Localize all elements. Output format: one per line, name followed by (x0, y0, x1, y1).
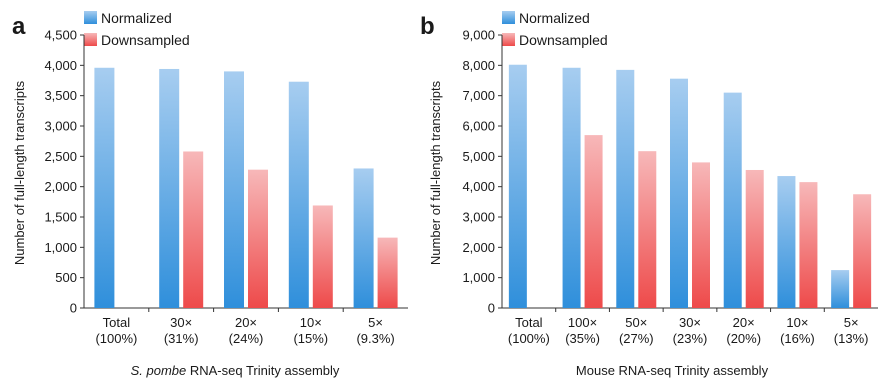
y-ticks-b: 0 1,000 2,000 3,000 4,000 5,000 6,000 7,000 8,00… (462, 28, 502, 316)
x-category-label: Total (515, 315, 543, 330)
y-ticks-a: 0 500 1,000 1,500 2,000 2,500 3,000 3,500 4,000 4… (44, 28, 84, 316)
legend-swatch-downsampled-b (502, 33, 515, 46)
x-categories-a: Total(100%) 30×(31%) 20×(24%) 10×(15%) 5×(9.… (95, 315, 394, 346)
x-category-label: (15%) (293, 331, 328, 346)
x-category-label: 30× (679, 315, 701, 330)
x-category-label: (27%) (619, 331, 654, 346)
bar-downsampled-a-1 (183, 151, 204, 308)
x-category-label: 50× (625, 315, 647, 330)
x-category-label: 5× (844, 315, 859, 330)
y-tick-label: 1,000 (462, 270, 495, 285)
x-category-label: (13%) (834, 331, 869, 346)
y-tick-label: 4,500 (44, 28, 77, 43)
x-category-label: (23%) (673, 331, 708, 346)
y-tick-label: 3,500 (44, 88, 77, 103)
bar-normalized-a-0 (94, 67, 115, 308)
x-category-label: 20× (235, 315, 257, 330)
y-tick-label: 4,000 (44, 58, 77, 73)
bar-normalized-a-1 (159, 68, 180, 309)
legend-swatch-downsampled-a (84, 33, 97, 46)
y-tick-label: 5,000 (462, 149, 495, 164)
bar-normalized-b-2 (616, 69, 635, 308)
bar-downsampled-a-4 (377, 237, 398, 308)
bar-downsampled-b-6 (853, 194, 872, 308)
x-category-label: (20%) (726, 331, 761, 346)
axes-b (501, 35, 878, 312)
legend-a: Normalized Downsampled (84, 10, 190, 48)
y-tick-label: 500 (55, 270, 77, 285)
y-tick-label: 4,000 (462, 179, 495, 194)
bars-a (94, 67, 398, 309)
y-tick-label: 7,000 (462, 88, 495, 103)
x-axis-label-b: Mouse RNA-seq Trinity assembly (576, 363, 769, 378)
x-category-label: 5× (368, 315, 383, 330)
bars-b (508, 64, 872, 309)
bar-normalized-a-4 (353, 168, 374, 308)
x-category-label: 10× (300, 315, 322, 330)
x-category-label: 100× (568, 315, 597, 330)
x-category-label: 30× (170, 315, 192, 330)
y-tick-label: 2,000 (462, 240, 495, 255)
legend-swatch-normalized-b (502, 11, 515, 24)
y-tick-label: 1,000 (44, 240, 77, 255)
legend-label-downsampled-b: Downsampled (519, 32, 608, 48)
bar-normalized-b-1 (562, 67, 581, 308)
x-category-label: (100%) (508, 331, 550, 346)
x-category-label: (24%) (229, 331, 264, 346)
y-axis-label-a: Number of full-length transcripts (12, 80, 27, 265)
bar-downsampled-b-2 (638, 151, 657, 308)
y-axis-label-b: Number of full-length transcripts (428, 80, 443, 265)
x-category-label: 20× (733, 315, 755, 330)
x-category-label: (100%) (95, 331, 137, 346)
bar-downsampled-b-4 (745, 169, 764, 308)
legend-swatch-normalized-a (84, 11, 97, 24)
bar-downsampled-b-1 (584, 135, 603, 308)
panel-label-a: a (12, 13, 26, 40)
y-tick-label: 3,000 (44, 119, 77, 134)
bar-normalized-b-0 (508, 64, 527, 308)
bar-normalized-a-3 (288, 81, 309, 308)
x-category-label: (35%) (565, 331, 600, 346)
x-category-label: (9.3%) (356, 331, 394, 346)
y-tick-label: 0 (70, 301, 77, 316)
legend-label-normalized-a: Normalized (101, 10, 172, 26)
x-category-label: (31%) (164, 331, 199, 346)
y-tick-label: 3,000 (462, 210, 495, 225)
y-tick-label: 2,000 (44, 179, 77, 194)
bar-normalized-b-6 (831, 270, 850, 308)
x-category-label: Total (103, 315, 131, 330)
x-category-label: (16%) (780, 331, 815, 346)
panel-a: a Number of full-length transcripts S. p… (12, 10, 408, 378)
x-axis-label-a: S. pombe RNA-seq Trinity assembly (131, 363, 340, 378)
bar-normalized-b-5 (777, 176, 796, 308)
bar-normalized-b-3 (670, 78, 688, 309)
y-tick-label: 0 (488, 301, 495, 316)
y-tick-label: 1,500 (44, 210, 77, 225)
legend-label-normalized-b: Normalized (519, 10, 590, 26)
bar-downsampled-b-5 (799, 182, 818, 308)
panel-label-b: b (420, 13, 435, 40)
y-tick-label: 8,000 (462, 58, 495, 73)
bar-normalized-a-2 (224, 71, 244, 309)
x-categories-b: Total(100%)100×(35%)50×(27%)30×(23%)20×(… (508, 315, 869, 346)
legend-b: Normalized Downsampled (502, 10, 608, 48)
legend-label-downsampled-a: Downsampled (101, 32, 190, 48)
x-category-label: 10× (786, 315, 808, 330)
bar-downsampled-a-3 (312, 205, 333, 308)
bar-downsampled-a-2 (248, 169, 268, 308)
y-tick-label: 9,000 (462, 28, 495, 43)
bar-normalized-b-4 (723, 92, 742, 308)
panel-b: b Number of full-length transcripts Mous… (420, 10, 878, 378)
y-tick-label: 6,000 (462, 119, 495, 134)
y-tick-label: 2,500 (44, 149, 77, 164)
bar-downsampled-b-3 (692, 162, 710, 308)
